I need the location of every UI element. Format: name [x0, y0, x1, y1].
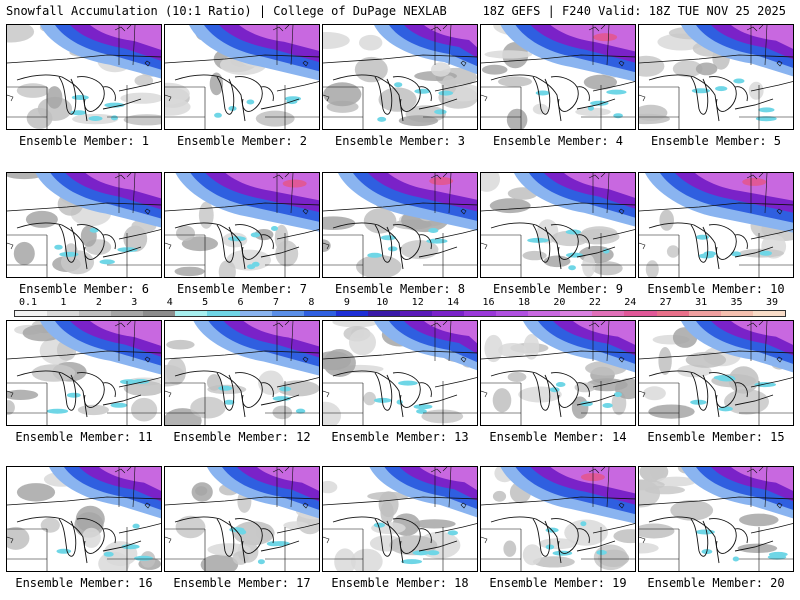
colorbar-swatch [560, 311, 593, 316]
colorbar-tick-label: 6 [237, 297, 244, 308]
colorbar-swatch [432, 311, 465, 316]
ensemble-member-caption: Ensemble Member: 8 [334, 282, 466, 296]
ensemble-member-map [6, 24, 162, 130]
ensemble-member-map [164, 320, 320, 426]
colorbar-tick-label: 5 [202, 297, 209, 308]
ensemble-member-map [480, 24, 636, 130]
colorbar-swatch [271, 311, 304, 316]
colorbar-tick-label: 12 [411, 297, 424, 308]
colorbar-tick-label: 31 [695, 297, 708, 308]
colorbar-tick-label: 3 [131, 297, 138, 308]
colorbar-labels: 0.1 1 2 3 4 5 6 7 8 9 10 12 14 16 18 20 22 24 27 31 35 39 [14, 297, 786, 309]
ensemble-member-map [480, 466, 636, 572]
colorbar-swatch [15, 311, 48, 316]
ensemble-member-map [638, 172, 794, 278]
colorbar-swatch [303, 311, 336, 316]
ensemble-member-map [164, 466, 320, 572]
colorbar-tick-label: 1 [60, 297, 67, 308]
colorbar-swatch [656, 311, 689, 316]
colorbar-tick-label: 27 [659, 297, 672, 308]
ensemble-member-map [322, 466, 478, 572]
ensemble-member-caption: Ensemble Member: 20 [647, 576, 785, 590]
colorbar-swatch [496, 311, 529, 316]
ensemble-member-map [164, 24, 320, 130]
ensemble-member-caption: Ensemble Member: 10 [647, 282, 785, 296]
ensemble-member-caption: Ensemble Member: 5 [650, 134, 782, 148]
ensemble-member-caption: Ensemble Member: 4 [492, 134, 624, 148]
ensemble-member-caption: Ensemble Member: 18 [331, 576, 469, 590]
colorbar-swatch [79, 311, 112, 316]
ensemble-member-map [322, 172, 478, 278]
colorbar-tick-label: 39 [765, 297, 779, 308]
ensemble-member-caption: Ensemble Member: 12 [173, 430, 311, 444]
colorbar-tick-label: 4 [166, 297, 173, 308]
colorbar-swatch [528, 311, 561, 316]
ensemble-member-caption: Ensemble Member: 15 [647, 430, 785, 444]
ensemble-member-caption: Ensemble Member: 6 [18, 282, 150, 296]
colorbar-swatch [175, 311, 208, 316]
colorbar-swatch [592, 311, 625, 316]
colorbar-swatch [367, 311, 400, 316]
colorbar-tick-label: 2 [95, 297, 102, 308]
map-title: Snowfall Accumulation (10:1 Ratio) | Col… [6, 4, 447, 18]
ensemble-member-caption: Ensemble Member: 2 [176, 134, 308, 148]
ensemble-member-caption: Ensemble Member: 17 [173, 576, 311, 590]
colorbar-tick-label: 7 [272, 297, 280, 308]
ensemble-member-caption: Ensemble Member: 13 [331, 430, 469, 444]
ensemble-member-map [480, 172, 636, 278]
colorbar-tick-label: 22 [588, 297, 601, 308]
colorbar-swatch [143, 311, 176, 316]
colorbar-swatch [688, 311, 721, 316]
ensemble-member-caption: Ensemble Member: 7 [176, 282, 308, 296]
colorbar-tick-label: 35 [730, 297, 743, 308]
ensemble-member-map [322, 320, 478, 426]
ensemble-member-caption: Ensemble Member: 11 [15, 430, 153, 444]
colorbar-swatch [239, 311, 272, 316]
colorbar-tick-label: 8 [308, 297, 315, 308]
colorbar-swatch [464, 311, 497, 316]
ensemble-member-map [164, 172, 320, 278]
colorbar-tick-label: 0.1 [18, 297, 38, 308]
colorbar-tick-label: 20 [553, 297, 566, 308]
ensemble-member-caption: Ensemble Member: 9 [492, 282, 624, 296]
colorbar-swatch [111, 311, 144, 316]
ensemble-member-map [638, 466, 794, 572]
colorbar-swatch [752, 311, 785, 316]
colorbar-swatch [335, 311, 368, 316]
colorbar-tick-label: 18 [517, 297, 531, 308]
colorbar-swatch [624, 311, 657, 316]
ensemble-member-map [638, 320, 794, 426]
ensemble-member-caption: Ensemble Member: 19 [489, 576, 627, 590]
colorbar-swatch [720, 311, 753, 316]
ensemble-member-map [6, 320, 162, 426]
colorbar-swatch [207, 311, 240, 316]
ensemble-member-caption: Ensemble Member: 1 [18, 134, 150, 148]
ensemble-member-caption: Ensemble Member: 16 [15, 576, 153, 590]
colorbar-tick-label: 24 [624, 297, 637, 308]
ensemble-member-map [6, 172, 162, 278]
colorbar-tick-label: 10 [376, 297, 389, 308]
colorbar-tick-label: 16 [482, 297, 495, 308]
ensemble-member-caption: Ensemble Member: 14 [489, 430, 627, 444]
colorbar-tick-label: 9 [343, 297, 350, 308]
colorbar-tick-label: 14 [447, 297, 460, 308]
colorbar-swatch [399, 311, 433, 316]
ensemble-member-map [480, 320, 636, 426]
colorbar-swatch [47, 311, 80, 316]
snowfall-colorbar [14, 310, 786, 317]
ensemble-member-caption: Ensemble Member: 3 [334, 134, 466, 148]
ensemble-member-map [638, 24, 794, 130]
ensemble-member-map [322, 24, 478, 130]
run-valid-time: 18Z GEFS | F240 Valid: 18Z TUE NOV 25 20… [482, 4, 786, 18]
ensemble-member-map [6, 466, 162, 572]
